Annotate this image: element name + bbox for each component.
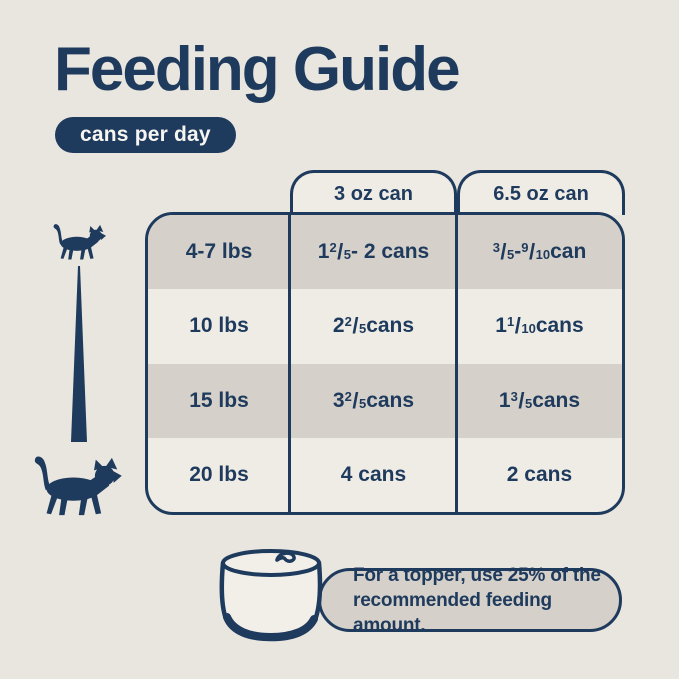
column-divider bbox=[288, 212, 291, 515]
cans-per-day-badge: cans per day bbox=[55, 117, 236, 153]
small-cat-icon bbox=[53, 224, 106, 260]
weight-cell: 20 lbs bbox=[189, 462, 249, 486]
small-can-cell: 4 cans bbox=[340, 462, 407, 486]
table-row: 20 lbs 4 cans 2 cans bbox=[148, 438, 622, 512]
fraction: 2/5 bbox=[329, 239, 352, 265]
wet-food-can-icon bbox=[219, 549, 323, 642]
column-header-3oz: 3 oz can bbox=[290, 170, 457, 215]
fraction: 9/10 bbox=[521, 239, 551, 265]
topper-note-line1: For a topper, use 25% of the bbox=[353, 564, 601, 586]
column-divider bbox=[455, 212, 458, 515]
large-can-cell: 1 1/10 cans bbox=[495, 313, 584, 339]
topper-note-line2: recommended feeding amount. bbox=[353, 589, 552, 636]
table-body: 4-7 lbs 1 2/5 - 2 cans 3/5 - 9/10 can 10… bbox=[145, 212, 625, 515]
table-row: 15 lbs 3 2/5 cans 1 3/5 cans bbox=[148, 363, 622, 438]
feeding-table: 3 oz can 6.5 oz can 4-7 lbs 1 2/5 - 2 ca… bbox=[145, 170, 625, 515]
topper-note: For a topper, use 25% of the recommended… bbox=[318, 565, 622, 636]
weight-cell: 4-7 lbs bbox=[185, 240, 253, 264]
large-can-cell: 2 cans bbox=[506, 462, 573, 486]
large-can-cell: 3/5 - 9/10 can bbox=[492, 239, 587, 265]
weight-increase-wedge-icon bbox=[71, 266, 87, 442]
table-row: 4-7 lbs 1 2/5 - 2 cans 3/5 - 9/10 can bbox=[148, 215, 622, 290]
page-title: Feeding Guide bbox=[54, 35, 461, 104]
small-can-cell: 2 2/5 cans bbox=[332, 313, 415, 339]
badge-label: cans per day bbox=[80, 123, 211, 146]
fraction: 3/5 bbox=[510, 387, 533, 413]
fraction: 3/5 bbox=[492, 239, 515, 265]
fraction: 2/5 bbox=[344, 387, 367, 413]
small-can-cell: 1 2/5 - 2 cans bbox=[317, 239, 430, 265]
table-row: 10 lbs 2 2/5 cans 1 1/10 cans bbox=[148, 289, 622, 363]
weight-cell: 10 lbs bbox=[189, 314, 249, 338]
large-cat-icon bbox=[34, 456, 122, 516]
column-header-6-5oz: 6.5 oz can bbox=[457, 170, 625, 215]
large-can-cell: 1 3/5 cans bbox=[498, 387, 581, 413]
column-header-label: 3 oz can bbox=[334, 182, 413, 205]
column-header-label: 6.5 oz can bbox=[493, 182, 589, 205]
small-can-cell: 3 2/5 cans bbox=[332, 387, 415, 413]
fraction: 1/10 bbox=[506, 313, 536, 339]
weight-cell: 15 lbs bbox=[189, 388, 249, 412]
fraction: 2/5 bbox=[344, 313, 367, 339]
